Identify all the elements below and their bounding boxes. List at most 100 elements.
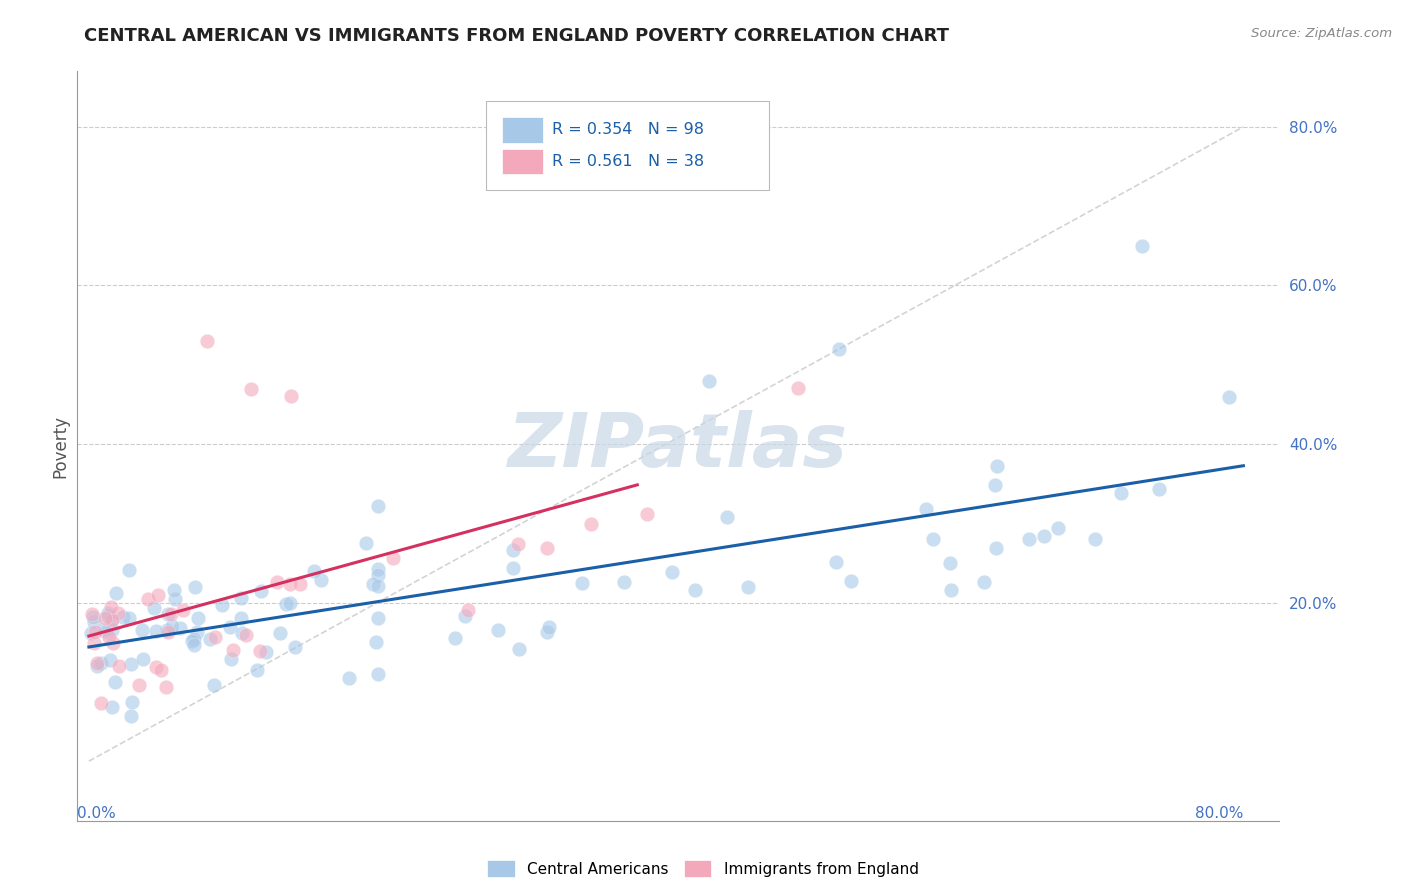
- Point: [187, 611, 209, 625]
- Point: [366, 667, 388, 681]
- Point: [98, 630, 121, 644]
- Point: [661, 565, 683, 579]
- Point: [1130, 239, 1153, 253]
- Point: [112, 609, 135, 624]
- FancyBboxPatch shape: [502, 117, 543, 143]
- Point: [536, 625, 558, 640]
- Point: [1032, 529, 1054, 543]
- Point: [839, 574, 862, 588]
- Point: [143, 601, 166, 615]
- Point: [107, 606, 129, 620]
- Point: [93, 623, 115, 637]
- Point: [118, 611, 141, 625]
- Point: [235, 628, 257, 642]
- Point: [269, 625, 291, 640]
- Point: [204, 630, 226, 644]
- Point: [266, 574, 288, 589]
- Point: [101, 623, 124, 637]
- Point: [169, 621, 191, 635]
- Y-axis label: Poverty: Poverty: [51, 415, 69, 477]
- Point: [915, 502, 938, 516]
- Point: [1218, 391, 1240, 405]
- Point: [502, 542, 524, 557]
- Point: [219, 651, 242, 665]
- Legend: Central Americans, Immigrants from England: Central Americans, Immigrants from Engla…: [481, 855, 925, 883]
- Point: [366, 634, 388, 648]
- Point: [1047, 521, 1070, 535]
- Point: [1147, 482, 1170, 496]
- Point: [156, 623, 179, 637]
- Point: [211, 598, 233, 612]
- Point: [131, 624, 153, 638]
- Text: R = 0.354   N = 98: R = 0.354 N = 98: [553, 122, 704, 137]
- Point: [290, 577, 312, 591]
- Point: [162, 583, 184, 598]
- Point: [145, 624, 167, 639]
- Point: [246, 663, 269, 677]
- Point: [148, 588, 170, 602]
- Point: [155, 680, 177, 694]
- Point: [486, 623, 509, 637]
- Point: [86, 656, 108, 670]
- Point: [1084, 532, 1107, 546]
- Point: [231, 611, 253, 625]
- Text: Source: ZipAtlas.com: Source: ZipAtlas.com: [1251, 27, 1392, 40]
- Point: [828, 342, 851, 356]
- Point: [579, 517, 602, 532]
- Point: [229, 591, 252, 605]
- Point: [195, 334, 218, 348]
- Point: [198, 632, 221, 646]
- Point: [90, 696, 112, 710]
- Point: [361, 577, 384, 591]
- Point: [160, 619, 183, 633]
- Point: [181, 634, 204, 648]
- Point: [382, 551, 405, 566]
- Point: [280, 389, 302, 403]
- Point: [939, 583, 962, 598]
- Text: CENTRAL AMERICAN VS IMMIGRANTS FROM ENGLAND POVERTY CORRELATION CHART: CENTRAL AMERICAN VS IMMIGRANTS FROM ENGL…: [84, 27, 949, 45]
- Point: [613, 575, 636, 590]
- Point: [280, 576, 302, 591]
- Point: [83, 636, 105, 650]
- Point: [183, 632, 205, 646]
- Point: [145, 660, 167, 674]
- Point: [457, 603, 479, 617]
- Text: R = 0.561   N = 38: R = 0.561 N = 38: [553, 153, 704, 169]
- Point: [986, 459, 1008, 474]
- Point: [202, 678, 225, 692]
- Point: [254, 645, 277, 659]
- Point: [508, 642, 530, 657]
- Point: [100, 599, 122, 614]
- Point: [97, 606, 120, 620]
- Point: [366, 579, 388, 593]
- Point: [186, 624, 208, 639]
- Point: [82, 609, 104, 624]
- Point: [366, 611, 388, 625]
- Point: [1018, 533, 1040, 547]
- Point: [222, 642, 245, 657]
- Point: [117, 563, 139, 577]
- Point: [86, 659, 108, 673]
- Point: [1111, 485, 1133, 500]
- Point: [973, 575, 995, 590]
- Point: [108, 659, 131, 673]
- FancyBboxPatch shape: [486, 102, 769, 190]
- Point: [699, 374, 721, 388]
- Point: [101, 612, 124, 626]
- Point: [101, 613, 124, 627]
- Point: [172, 603, 194, 617]
- Point: [101, 699, 124, 714]
- Point: [537, 620, 560, 634]
- Text: ZIPatlas: ZIPatlas: [509, 409, 848, 483]
- Point: [239, 382, 262, 396]
- Point: [231, 625, 253, 640]
- Point: [101, 636, 124, 650]
- Point: [120, 657, 142, 671]
- Point: [536, 541, 558, 555]
- Point: [250, 583, 273, 598]
- Point: [249, 644, 271, 658]
- Point: [132, 652, 155, 666]
- Point: [276, 597, 298, 611]
- Point: [150, 663, 173, 677]
- Point: [716, 509, 738, 524]
